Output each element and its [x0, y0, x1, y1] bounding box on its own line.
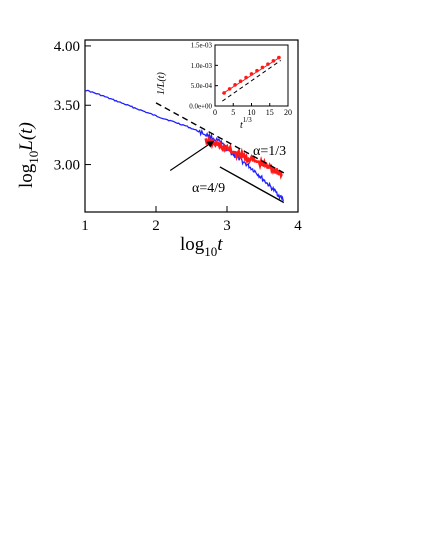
main-x-tick-label: 4 — [294, 218, 302, 234]
main-y-ticks: 3.00 3.50 4.00 — [54, 39, 91, 174]
inset-data-point — [244, 75, 248, 80]
inset-x-axis-label: t1/3 — [240, 116, 252, 131]
inset-data-point — [277, 55, 281, 60]
main-reference-line — [155, 102, 285, 174]
main-y-tick-label: 4.00 — [54, 39, 80, 55]
main-x-tick-label: 1 — [81, 218, 89, 234]
main-reference-lines — [155, 102, 285, 204]
main-y-tick-label: 3.50 — [54, 98, 80, 114]
main-series-line — [84, 89, 284, 202]
inset-reference-line — [222, 60, 281, 102]
annotation-alpha-1-3: α=1/3 — [253, 144, 286, 159]
inset-y-tick-label: 1.0e-03 — [191, 62, 213, 70]
inset-x-tick-label: 5 — [231, 108, 235, 117]
inset-y-axis-label: 1/L(t) — [156, 72, 167, 95]
main-y-axis-label: log10L(t) — [16, 122, 41, 188]
main-series — [84, 89, 284, 202]
annotation-alpha-4-9: α=4/9 — [192, 181, 225, 196]
main-x-axis-label: log10t — [180, 234, 223, 259]
inset-data-point — [227, 87, 232, 91]
inset-x-tick-label: 20 — [284, 108, 292, 117]
inset-x-tick-label: 10 — [248, 108, 256, 117]
inset-data-point — [222, 91, 226, 95]
inset-y-tick-label: 0.0e+00 — [189, 103, 212, 111]
pointer-arrow — [169, 144, 209, 171]
main-x-tick-label: 3 — [223, 218, 231, 234]
inset-data-point — [271, 59, 276, 63]
inset-series — [222, 55, 281, 95]
inset-y-tick-label: 5.0e-04 — [191, 82, 213, 90]
main-x-tick-label: 2 — [152, 218, 160, 234]
main-y-tick-label: 3.00 — [54, 158, 80, 174]
inset-y-ticks: 0.0e+00 5.0e-04 1.0e-03 1.5e-03 — [189, 42, 218, 111]
pointer-arrow-head — [206, 140, 215, 148]
inset-x-tick-label: 0 — [213, 108, 217, 117]
inset-y-tick-label: 1.5e-03 — [191, 42, 213, 50]
main-plot-frame — [84, 39, 299, 213]
inset-data-point — [255, 68, 259, 73]
inset-data-point — [249, 72, 254, 76]
main-x-ticks: 1 2 3 4 — [81, 206, 302, 234]
main-series-line — [204, 136, 283, 180]
inset-data-point — [260, 65, 265, 70]
inset-data-point — [233, 83, 237, 87]
main-reference-line — [219, 166, 285, 204]
inset-x-tick-label: 15 — [266, 108, 274, 117]
inset-data-point — [238, 79, 243, 83]
inset-data-point — [266, 62, 270, 66]
